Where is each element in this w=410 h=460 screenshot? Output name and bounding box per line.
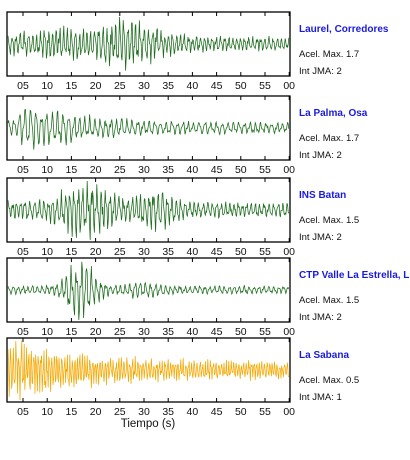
x-tick-label: 25 bbox=[114, 406, 126, 418]
panel-frame bbox=[6, 257, 291, 323]
x-tick-label: 25 bbox=[114, 80, 126, 92]
x-tick-label: 50 bbox=[235, 246, 247, 258]
seismogram-panel: 05 10 15 20 25 30 35 40 45 50 55 00 Laurel, Corredor… bbox=[6, 11, 389, 92]
x-tick-label: 15 bbox=[66, 80, 78, 92]
peak-acceleration: Acel. Max. 1.5 bbox=[299, 295, 359, 306]
x-tick-label: 05 bbox=[17, 164, 29, 176]
panel-frame bbox=[6, 337, 291, 403]
x-tick-label: 50 bbox=[235, 80, 247, 92]
x-tick-label: 30 bbox=[138, 164, 150, 176]
peak-acceleration: Acel. Max. 1.7 bbox=[299, 49, 359, 60]
x-tick-label: 35 bbox=[162, 80, 174, 92]
x-tick-label: 45 bbox=[211, 246, 223, 258]
seismogram-panel: 05 10 15 20 25 30 35 40 45 50 55 00 CTP Valle La Est… bbox=[6, 257, 409, 338]
x-tick-label: 20 bbox=[90, 406, 102, 418]
peak-acceleration: Acel. Max. 1.5 bbox=[299, 215, 359, 226]
x-tick-label: 15 bbox=[66, 326, 78, 338]
x-tick-label: 00 bbox=[283, 246, 295, 258]
station-name: La Sabana bbox=[299, 350, 349, 361]
jma-intensity: Int JMA: 2 bbox=[299, 66, 342, 77]
jma-intensity: Int JMA: 2 bbox=[299, 312, 342, 323]
x-tick-label: 35 bbox=[162, 246, 174, 258]
peak-acceleration: Acel. Max. 1.7 bbox=[299, 133, 359, 144]
station-name: La Palma, Osa bbox=[299, 108, 368, 119]
x-tick-label: 40 bbox=[187, 80, 199, 92]
x-tick-label: 15 bbox=[66, 246, 78, 258]
seismogram-trace bbox=[7, 261, 290, 321]
x-tick-label: 50 bbox=[235, 164, 247, 176]
jma-intensity: Int JMA: 2 bbox=[299, 150, 342, 161]
x-tick-label: 05 bbox=[17, 326, 29, 338]
panel-frame bbox=[6, 95, 291, 161]
x-tick-label: 20 bbox=[90, 326, 102, 338]
seismogram-panel: 05 10 15 20 25 30 35 40 45 50 55 00 INS Batan Acel. M… bbox=[6, 177, 359, 258]
x-tick-label: 00 bbox=[283, 406, 295, 418]
x-tick-label: 55 bbox=[259, 246, 271, 258]
x-tick-label: 15 bbox=[66, 406, 78, 418]
x-tick-label: 10 bbox=[41, 326, 53, 338]
x-tick-label: 45 bbox=[211, 406, 223, 418]
x-tick-label: 40 bbox=[187, 246, 199, 258]
x-tick-label: 40 bbox=[187, 326, 199, 338]
x-tick-label: 20 bbox=[90, 164, 102, 176]
peak-acceleration: Acel. Max. 0.5 bbox=[299, 375, 359, 386]
station-name: CTP Valle La Estrella, L bbox=[299, 270, 409, 281]
x-tick-label: 05 bbox=[17, 406, 29, 418]
panel-frame bbox=[6, 11, 291, 77]
x-tick-label: 25 bbox=[114, 164, 126, 176]
x-tick-label: 55 bbox=[259, 80, 271, 92]
x-tick-label: 10 bbox=[41, 80, 53, 92]
jma-intensity: Int JMA: 2 bbox=[299, 232, 342, 243]
x-tick-label: 00 bbox=[283, 326, 295, 338]
x-tick-label: 30 bbox=[138, 406, 150, 418]
seismogram-panel: 05 10 15 20 25 30 35 40 45 50 55 00 La Palma, Osa Ace… bbox=[6, 95, 368, 176]
seismogram-trace bbox=[7, 16, 290, 71]
x-tick-label: 55 bbox=[259, 326, 271, 338]
x-tick-label: 20 bbox=[90, 246, 102, 258]
x-tick-label: 25 bbox=[114, 326, 126, 338]
x-tick-label: 50 bbox=[235, 326, 247, 338]
x-tick-label: 40 bbox=[187, 406, 199, 418]
x-tick-label: 35 bbox=[162, 164, 174, 176]
x-tick-label: 45 bbox=[211, 164, 223, 176]
x-tick-label: 00 bbox=[283, 80, 295, 92]
x-tick-label: 25 bbox=[114, 246, 126, 258]
x-tick-label: 45 bbox=[211, 80, 223, 92]
x-tick-label: 50 bbox=[235, 406, 247, 418]
seismogram-trace bbox=[7, 340, 290, 401]
x-tick-label: 20 bbox=[90, 80, 102, 92]
x-tick-label: 10 bbox=[41, 164, 53, 176]
seismogram-trace bbox=[7, 180, 290, 241]
panels-group: 05 10 15 20 25 30 35 40 45 50 55 00 Laurel, Corredor… bbox=[6, 11, 409, 418]
x-tick-label: 00 bbox=[283, 164, 295, 176]
x-tick-label: 10 bbox=[41, 406, 53, 418]
x-tick-label: 10 bbox=[41, 246, 53, 258]
x-tick-label: 15 bbox=[66, 164, 78, 176]
x-tick-label: 05 bbox=[17, 80, 29, 92]
station-name: INS Batan bbox=[299, 190, 346, 201]
x-tick-label: 30 bbox=[138, 326, 150, 338]
x-tick-label: 35 bbox=[162, 326, 174, 338]
x-axis-title: Tiempo (s) bbox=[121, 418, 176, 430]
x-tick-label: 55 bbox=[259, 406, 271, 418]
x-tick-label: 45 bbox=[211, 326, 223, 338]
seismogram-panel: 05 10 15 20 25 30 35 40 45 50 55 00 La Sabana Acel. M… bbox=[6, 337, 359, 418]
x-tick-label: 35 bbox=[162, 406, 174, 418]
x-tick-label: 05 bbox=[17, 246, 29, 258]
seismogram-trace bbox=[7, 108, 290, 150]
x-tick-label: 30 bbox=[138, 80, 150, 92]
panel-frame bbox=[6, 177, 291, 243]
station-name: Laurel, Corredores bbox=[299, 24, 389, 35]
x-tick-label: 40 bbox=[187, 164, 199, 176]
x-tick-label: 30 bbox=[138, 246, 150, 258]
x-tick-label: 55 bbox=[259, 164, 271, 176]
jma-intensity: Int JMA: 1 bbox=[299, 392, 342, 403]
